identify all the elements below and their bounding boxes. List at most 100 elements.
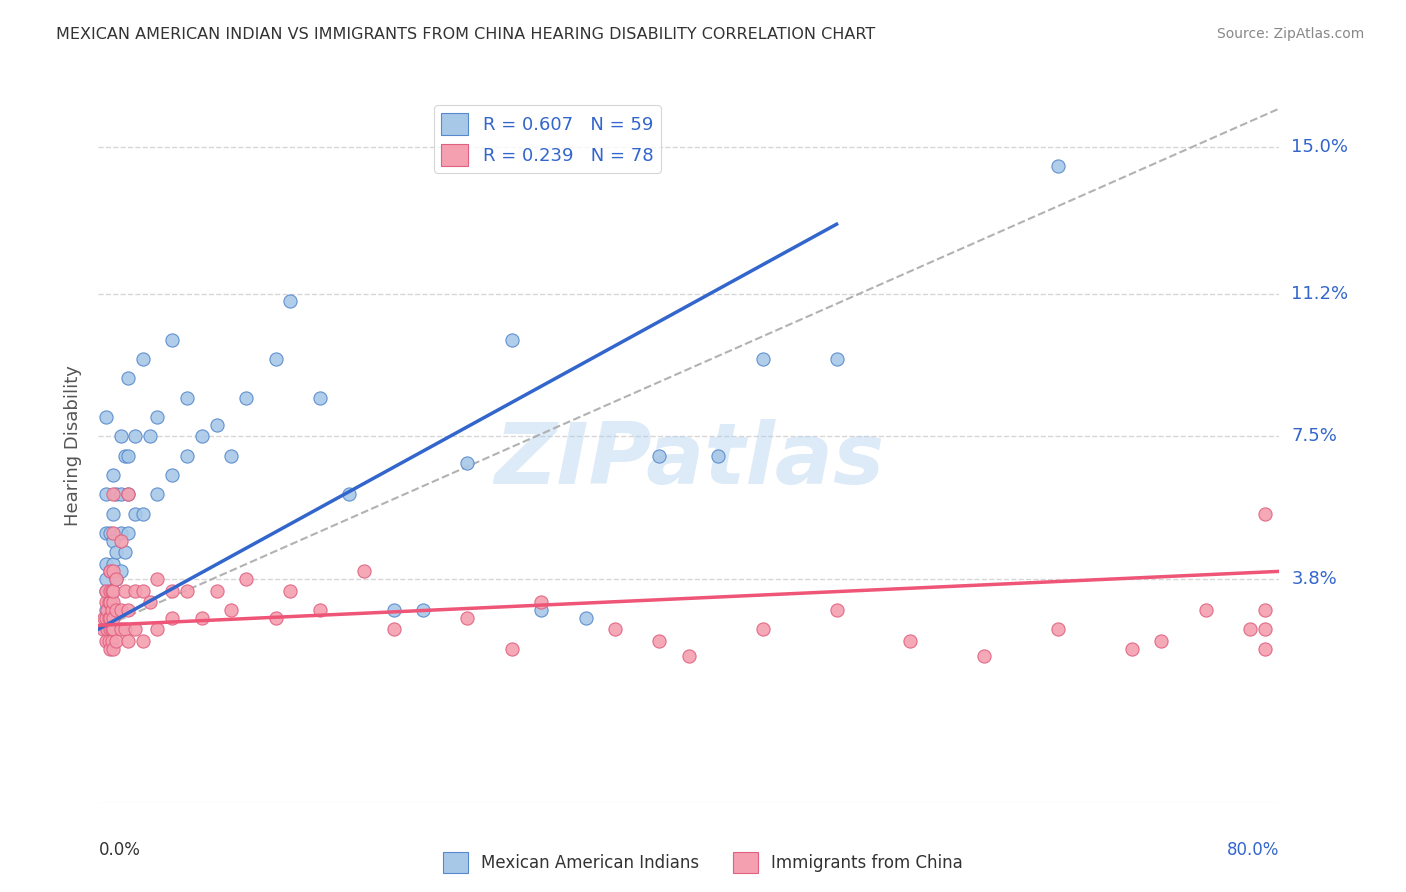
Point	[1121, 641, 1143, 656]
Point	[205, 417, 228, 432]
Point	[1254, 507, 1277, 521]
Text: 15.0%: 15.0%	[1291, 138, 1348, 156]
Point	[103, 641, 125, 656]
Point	[110, 622, 132, 636]
Point	[191, 429, 214, 443]
Point	[103, 467, 125, 482]
Point	[219, 449, 242, 463]
Point	[100, 603, 122, 617]
Point	[103, 487, 125, 501]
Point	[91, 622, 114, 636]
Point	[309, 603, 332, 617]
Point	[98, 565, 121, 579]
Point	[132, 583, 155, 598]
Point	[100, 583, 122, 598]
Point	[94, 525, 117, 540]
Point	[117, 487, 139, 501]
Point	[146, 572, 169, 586]
Point	[110, 487, 132, 501]
Point	[162, 333, 183, 347]
Point	[94, 410, 117, 425]
Point	[501, 333, 523, 347]
Point	[1150, 633, 1173, 648]
Point	[162, 610, 183, 624]
Point	[530, 603, 553, 617]
Point	[94, 583, 117, 598]
Point	[96, 622, 118, 636]
Point	[176, 449, 198, 463]
Point	[176, 391, 198, 405]
Point	[98, 583, 121, 598]
Point	[264, 610, 287, 624]
Point	[98, 595, 121, 609]
Point	[501, 641, 523, 656]
Point	[1195, 603, 1218, 617]
Point	[105, 545, 128, 559]
Point	[98, 641, 121, 656]
Point	[96, 603, 118, 617]
Point	[1046, 159, 1069, 173]
Legend: Mexican American Indians, Immigrants from China: Mexican American Indians, Immigrants fro…	[436, 846, 970, 880]
Point	[117, 603, 139, 617]
Point	[105, 572, 128, 586]
Point	[176, 583, 198, 598]
Point	[235, 572, 257, 586]
Point	[94, 583, 117, 598]
Point	[382, 603, 405, 617]
Point	[98, 525, 121, 540]
Point	[751, 352, 773, 367]
Text: 80.0%: 80.0%	[1227, 841, 1279, 859]
Point	[114, 545, 136, 559]
Point	[309, 391, 332, 405]
Text: 7.5%: 7.5%	[1291, 427, 1337, 445]
Point	[114, 449, 136, 463]
Point	[353, 565, 375, 579]
Point	[110, 565, 132, 579]
Point	[191, 610, 214, 624]
Point	[707, 449, 730, 463]
Point	[412, 603, 434, 617]
Point	[110, 525, 132, 540]
Point	[825, 603, 848, 617]
Point	[1254, 603, 1277, 617]
Point	[103, 557, 125, 571]
Point	[751, 622, 773, 636]
Point	[103, 525, 125, 540]
Point	[103, 533, 125, 548]
Legend: R = 0.607   N = 59, R = 0.239   N = 78: R = 0.607 N = 59, R = 0.239 N = 78	[434, 105, 661, 173]
Point	[98, 595, 121, 609]
Point	[100, 633, 122, 648]
Point	[110, 603, 132, 617]
Point	[117, 371, 139, 385]
Point	[94, 603, 117, 617]
Point	[105, 572, 128, 586]
Point	[100, 622, 122, 636]
Point	[94, 487, 117, 501]
Point	[103, 610, 125, 624]
Point	[278, 583, 302, 598]
Point	[146, 487, 169, 501]
Point	[94, 633, 117, 648]
Point	[110, 533, 132, 548]
Point	[648, 449, 671, 463]
Text: ZIPatlas: ZIPatlas	[494, 418, 884, 502]
Point	[124, 583, 146, 598]
Point	[103, 583, 125, 598]
Y-axis label: Hearing Disability: Hearing Disability	[65, 366, 83, 526]
Point	[94, 557, 117, 571]
Point	[105, 487, 128, 501]
Point	[900, 633, 922, 648]
Point	[146, 410, 169, 425]
Point	[103, 583, 125, 598]
Point	[648, 633, 671, 648]
Point	[98, 610, 121, 624]
Text: Source: ZipAtlas.com: Source: ZipAtlas.com	[1216, 27, 1364, 41]
Point	[132, 352, 155, 367]
Point	[103, 595, 125, 609]
Point	[456, 610, 478, 624]
Point	[124, 622, 146, 636]
Point	[114, 583, 136, 598]
Point	[117, 487, 139, 501]
Point	[98, 565, 121, 579]
Point	[94, 595, 117, 609]
